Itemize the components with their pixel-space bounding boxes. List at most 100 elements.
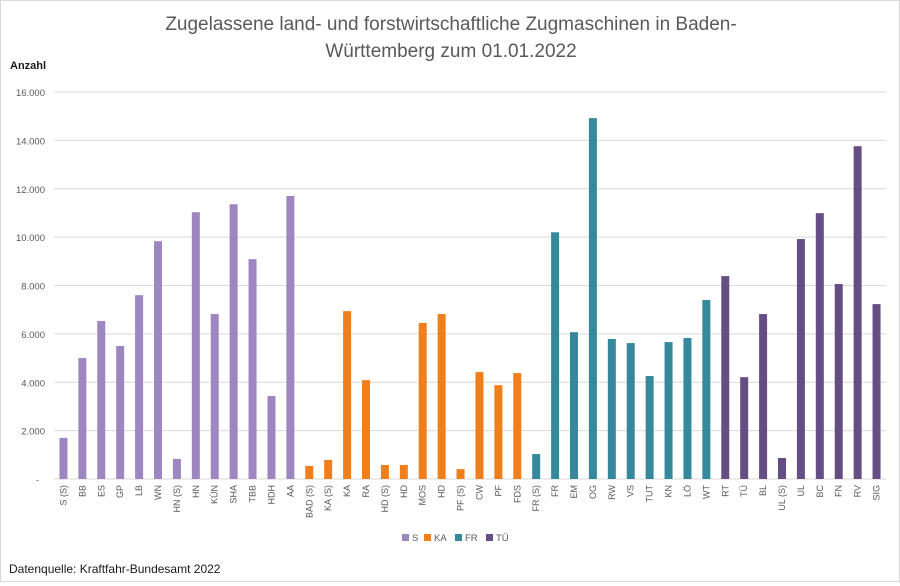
x-tick-label: HN (S) <box>172 485 182 513</box>
x-tick-label: BB <box>77 485 87 497</box>
bar <box>494 385 503 479</box>
legend-item: TÜ <box>486 533 509 544</box>
source-note: Datenquelle: Kraftfahr-Bundesamt 2022 <box>9 562 221 576</box>
bar <box>702 300 711 479</box>
y-tick-label: 10.000 <box>16 233 45 244</box>
bar <box>248 259 257 479</box>
x-tick-label: WT <box>701 485 711 499</box>
legend-swatch <box>486 534 493 541</box>
bar <box>664 342 673 479</box>
x-tick-label: AA <box>285 485 295 497</box>
x-tick-label: WN <box>153 485 163 500</box>
bar <box>116 345 125 479</box>
x-tick-label: TUT <box>645 485 655 503</box>
bar <box>607 338 616 479</box>
bar <box>872 304 881 479</box>
legend-swatch <box>455 534 462 541</box>
bar <box>78 358 87 479</box>
y-tick-label: 2.000 <box>21 427 45 438</box>
x-tick-label: KA (S) <box>323 485 333 511</box>
x-tick-label: SHA <box>229 485 239 504</box>
bar <box>437 314 446 479</box>
x-tick-label: VS <box>626 485 636 497</box>
legend-item: KA <box>424 533 447 544</box>
legend-item: S <box>402 533 418 544</box>
x-tick-label: PF <box>493 485 503 497</box>
bar <box>551 232 560 479</box>
x-tick-label: FDS <box>512 485 522 503</box>
bar <box>399 464 408 479</box>
x-tick-label: KN <box>664 485 674 498</box>
x-tick-label: LÖ <box>682 485 692 497</box>
bar <box>267 396 276 479</box>
bar <box>796 239 805 479</box>
bar <box>532 454 541 479</box>
x-tick-label: BAD (S) <box>304 485 314 518</box>
bar <box>778 457 786 479</box>
x-tick-label: KA <box>342 485 352 497</box>
chart-title-line-1: Zugelassene land- und forstwirtschaftlic… <box>165 14 736 35</box>
legend-label: FR <box>465 533 478 544</box>
bar <box>418 322 427 479</box>
bar <box>343 311 352 479</box>
legend-swatch <box>424 534 431 541</box>
x-tick-label: HN <box>191 485 201 498</box>
x-tick-label: RW <box>607 485 617 500</box>
x-tick-label: EM <box>569 485 579 499</box>
x-tick-label: RA <box>361 485 371 498</box>
bar <box>570 332 578 479</box>
x-tick-label: FR <box>550 485 560 497</box>
bar <box>154 241 162 479</box>
bar <box>740 377 749 479</box>
bar <box>97 321 106 479</box>
y-tick-label: 6.000 <box>21 330 45 341</box>
x-tick-label: FN <box>834 485 844 497</box>
bar <box>59 437 68 479</box>
x-tick-label: TBB <box>248 485 258 503</box>
x-tick-label: BL <box>758 485 768 496</box>
legend-swatch <box>402 534 409 541</box>
chart-title-line-2: Württemberg zum 01.01.2022 <box>325 41 576 62</box>
x-tick-label: HD <box>399 485 409 498</box>
bar <box>305 465 314 479</box>
bar <box>210 314 219 479</box>
x-tick-label: OG <box>588 485 598 499</box>
x-tick-label: SIG <box>872 485 882 501</box>
x-tick-label: UL <box>796 485 806 497</box>
bar <box>135 295 144 479</box>
y-tick-label: 4.000 <box>21 378 45 389</box>
bar <box>475 372 484 479</box>
y-tick-label: 8.000 <box>21 282 45 293</box>
bar <box>759 314 768 479</box>
bar <box>324 459 333 479</box>
x-tick-label: MOS <box>418 485 428 506</box>
x-tick-label: UL (S) <box>777 485 787 511</box>
bar <box>834 284 843 479</box>
legend-label: TÜ <box>496 533 509 544</box>
x-tick-label: CW <box>474 485 484 500</box>
bar <box>853 146 862 479</box>
bar <box>815 213 824 479</box>
x-tick-label: PF (S) <box>456 485 466 511</box>
x-tick-label: HD <box>437 485 447 498</box>
x-tick-label: LB <box>134 485 144 496</box>
bar <box>721 276 730 479</box>
bar <box>380 464 389 479</box>
bar <box>683 337 692 479</box>
bar <box>172 458 181 479</box>
x-tick-label: KÜN <box>210 485 220 504</box>
bar <box>191 212 200 480</box>
legend-label: S <box>412 533 418 544</box>
x-tick-label: RV <box>853 485 863 497</box>
x-tick-label: ES <box>96 485 106 497</box>
legend-item: FR <box>455 533 478 544</box>
x-tick-label: TÜ <box>739 485 749 497</box>
x-tick-label: FR (S) <box>531 485 541 512</box>
x-tick-label: HD (S) <box>380 485 390 513</box>
bar <box>229 204 238 480</box>
y-tick-label: 14.000 <box>16 136 45 147</box>
y-tick-label: 16.000 <box>16 88 45 99</box>
bar <box>626 343 635 479</box>
